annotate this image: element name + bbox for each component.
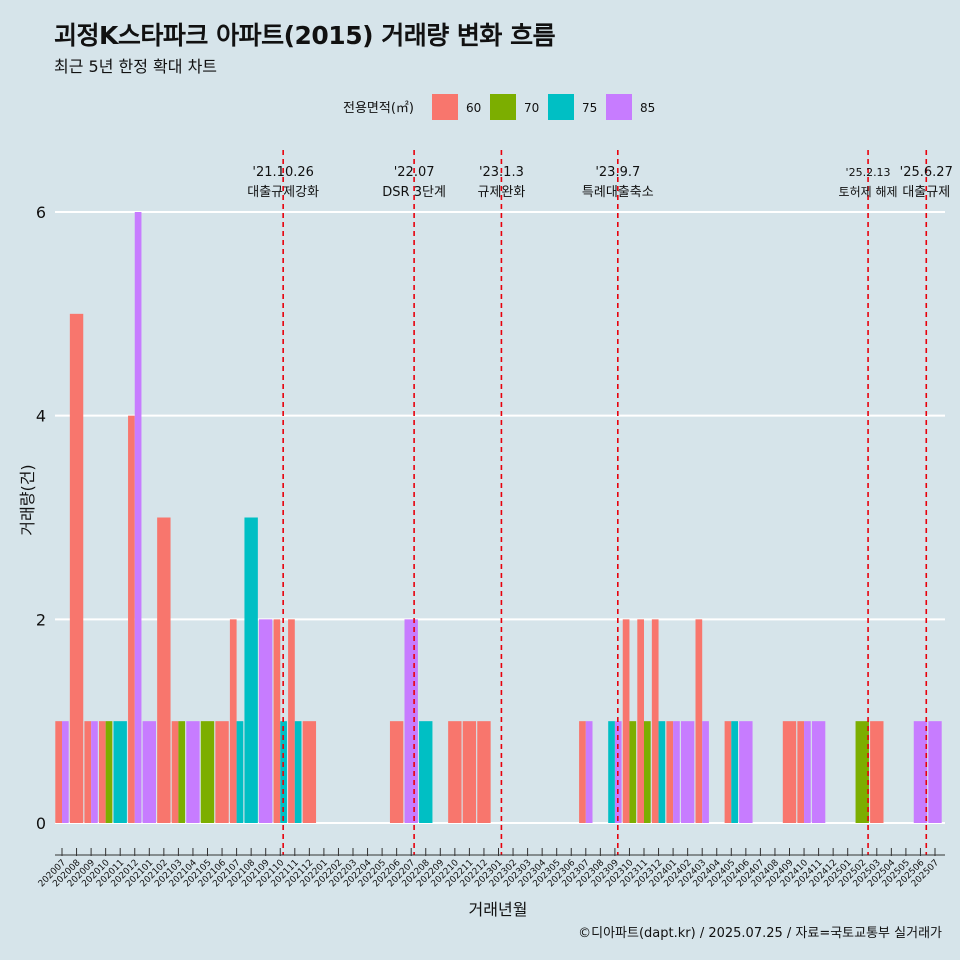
legend-label-85: 85 [640, 101, 655, 115]
bar-202007-60 [55, 721, 62, 823]
event-date-3: '23.9.7 [595, 165, 640, 180]
legend-label-75: 75 [582, 101, 597, 115]
event-label-3: 특례대출축소 [582, 185, 654, 200]
bar-202309-75 [608, 721, 615, 823]
bar-202307-60 [579, 721, 586, 823]
y-tick-label-0: 0 [36, 814, 46, 833]
bar-202401-85 [673, 721, 680, 823]
axes: 2020072020082020092020102020112020122021… [37, 848, 945, 889]
bar-202111-60 [288, 619, 295, 823]
bar-202010-70 [105, 721, 113, 823]
chart-title: 괴정K스타파크 아파트(2015) 거래량 변화 흐름 [54, 21, 556, 50]
legend-swatch-85 [606, 94, 632, 120]
event-label-1: DSR 3단계 [382, 185, 446, 200]
bar-202009-85 [91, 721, 98, 823]
event-label-4: 토허제 해제 [839, 185, 898, 199]
event-label-2: 규제완화 [477, 185, 525, 200]
bar-202410-60 [797, 721, 805, 823]
bar-202105-70 [200, 721, 215, 823]
bar-202503-60 [870, 721, 884, 823]
bar-202107-75 [236, 721, 244, 823]
event-date-1: '22.07 [394, 165, 435, 180]
bar-202402-85 [680, 721, 695, 823]
event-date-4: '25.2.13 [846, 166, 891, 179]
event-date-5: '25.6.27 [900, 165, 953, 180]
bar-202104-85 [186, 721, 200, 823]
bar-202410-85 [804, 721, 811, 823]
bar-202101-85 [142, 721, 156, 823]
event-label-0: 대출규제강화 [247, 185, 319, 200]
bar-202110-60 [273, 619, 281, 823]
bar-202009-60 [84, 721, 92, 823]
gridlines: 0 2 4 6 [36, 203, 945, 833]
bar-202310-70 [629, 721, 637, 823]
bar-202312-75 [658, 721, 666, 823]
event-markers: '21.10.26 대출규제강화 '22.07 DSR 3단계 '23.1.3 규제완화 '… [247, 150, 953, 855]
bar-202401-60 [666, 721, 674, 823]
bar-202311-60 [637, 619, 644, 823]
bar-202008-60 [69, 313, 84, 823]
bar-202111-75 [294, 721, 302, 823]
bar-202403-85 [702, 721, 709, 823]
bar-202312-60 [651, 619, 659, 823]
bar-202502-70 [855, 721, 869, 823]
bars [55, 212, 942, 823]
bar-202107-60 [229, 619, 237, 823]
bar-202406-85 [739, 721, 753, 823]
legend-title: 전용면적(㎡) [343, 101, 414, 116]
legend-swatch-70 [490, 94, 516, 120]
bar-202007-85 [62, 721, 69, 823]
y-tick-label-2: 2 [36, 610, 46, 629]
bar-202507-85 [928, 721, 942, 823]
bar-202108-75 [244, 517, 258, 823]
chart-subtitle: 최근 5년 한정 확대 차트 [54, 57, 218, 76]
event-date-2: '23.1.3 [479, 165, 524, 180]
bar-202102-60 [157, 517, 171, 823]
bar-202212-60 [477, 721, 491, 823]
bar-202012-85 [134, 212, 142, 823]
bar-202411-85 [811, 721, 826, 823]
bar-202506-85 [913, 721, 928, 823]
bar-202405-75 [731, 721, 738, 823]
bar-202211-60 [462, 721, 477, 823]
event-label-5: 대출규제 [902, 185, 950, 200]
bar-202206-60 [389, 721, 404, 823]
bar-202307-85 [585, 721, 593, 823]
event-date-0: '21.10.26 [252, 165, 313, 180]
bar-202012-60 [128, 415, 135, 823]
legend: 전용면적(㎡) 60 70 75 85 [343, 94, 655, 120]
y-tick-label-6: 6 [36, 203, 46, 222]
bar-202409-60 [782, 721, 797, 823]
legend-label-60: 60 [466, 101, 481, 115]
bar-202403-60 [695, 619, 703, 823]
x-axis-label: 거래년월 [469, 900, 528, 919]
y-axis-label: 거래량(건) [18, 464, 37, 535]
bar-202112-60 [302, 721, 317, 823]
legend-label-70: 70 [524, 101, 539, 115]
source-caption: ©디아파트(dapt.kr) / 2025.07.25 / 자료=국토교통부 실… [578, 926, 942, 941]
bar-202010-60 [98, 721, 106, 823]
bar-202103-60 [171, 721, 179, 823]
y-tick-label-4: 4 [36, 407, 46, 426]
bar-202109-85 [259, 619, 273, 823]
bar-202207-85 [404, 619, 418, 823]
bar-202208-75 [419, 721, 433, 823]
bar-202210-60 [448, 721, 462, 823]
bar-202103-70 [178, 721, 186, 823]
bar-202011-75 [113, 721, 127, 823]
legend-swatch-75 [548, 94, 574, 120]
bar-202405-60 [724, 721, 732, 823]
bar-202311-70 [644, 721, 651, 823]
legend-swatch-60 [432, 94, 458, 120]
bar-202310-60 [622, 619, 630, 823]
bar-202106-60 [215, 721, 229, 823]
